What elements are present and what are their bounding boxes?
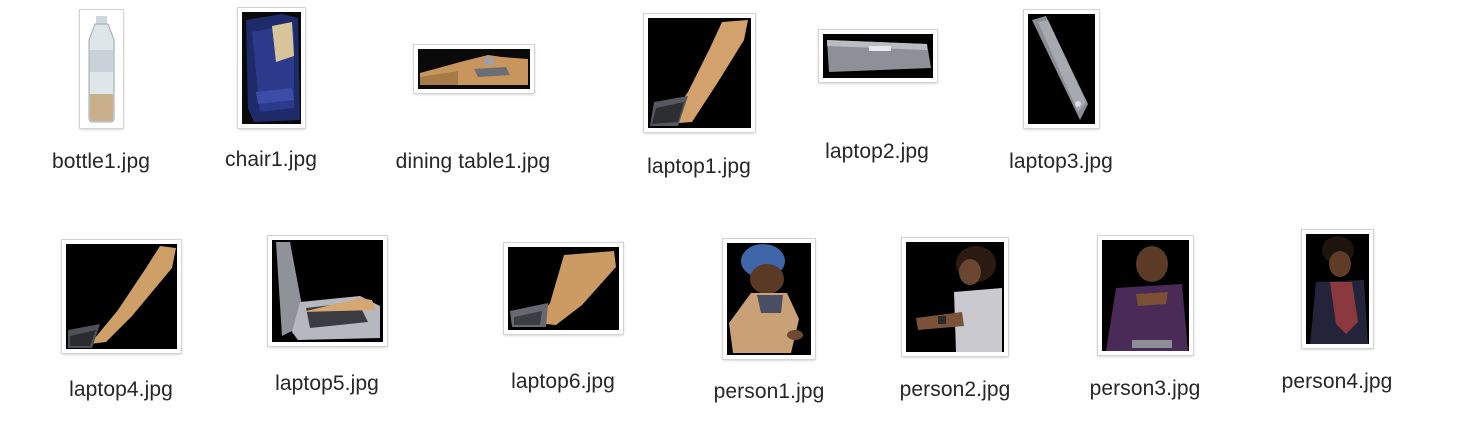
laptop-thumbnail[interactable] (819, 30, 937, 82)
file-name-label[interactable]: bottle1.jpg (51, 150, 151, 173)
file-name-label[interactable]: laptop5.jpg (275, 372, 379, 395)
file-name-label[interactable]: dining table1.jpg (395, 150, 551, 173)
file-name-label[interactable]: person4.jpg (1281, 370, 1393, 393)
file-name-label[interactable]: chair1.jpg (224, 148, 318, 171)
dining-table-thumbnail[interactable] (414, 45, 534, 93)
file-name-label[interactable]: laptop3.jpg (1009, 150, 1113, 173)
chair-thumbnail[interactable] (238, 8, 305, 128)
laptop-thumbnail[interactable] (268, 236, 387, 346)
laptop-thumbnail[interactable] (504, 243, 623, 334)
person-thumbnail[interactable] (1302, 230, 1373, 348)
file-name-label[interactable]: laptop1.jpg (647, 155, 751, 178)
bottle-thumbnail[interactable] (80, 10, 123, 128)
file-name-label[interactable]: person2.jpg (899, 378, 1011, 401)
laptop-thumbnail[interactable] (644, 14, 755, 132)
file-name-label[interactable]: laptop6.jpg (511, 370, 615, 393)
person-thumbnail[interactable] (1098, 236, 1193, 355)
file-name-label[interactable]: laptop2.jpg (825, 140, 929, 163)
person-thumbnail[interactable] (902, 238, 1008, 356)
laptop-thumbnail[interactable] (1024, 10, 1099, 128)
file-name-label[interactable]: laptop4.jpg (69, 378, 173, 401)
person-thumbnail[interactable] (723, 239, 815, 359)
file-name-label[interactable]: person1.jpg (713, 380, 825, 403)
laptop-thumbnail[interactable] (62, 240, 181, 353)
file-name-label[interactable]: person3.jpg (1089, 377, 1201, 400)
